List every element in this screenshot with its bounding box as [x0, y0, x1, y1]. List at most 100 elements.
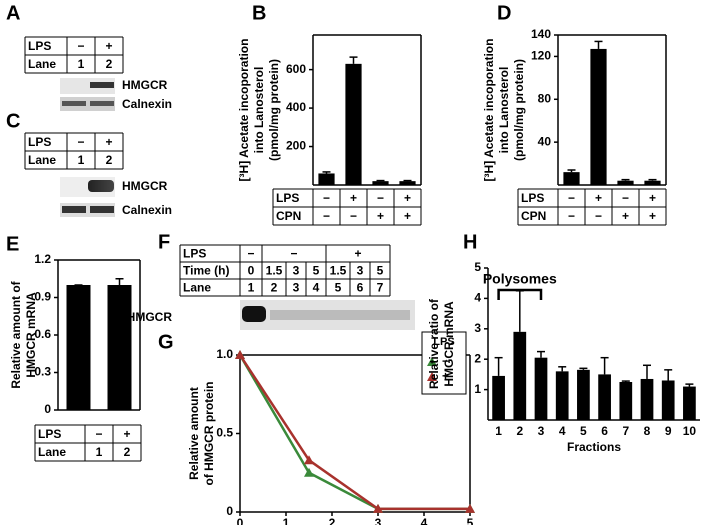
y-tick-label: 0 [44, 402, 51, 416]
bar [513, 331, 527, 420]
y-tick-label: 140 [531, 27, 551, 41]
table-cell: + [105, 135, 112, 149]
y-tick-label: 0.5 [216, 426, 233, 440]
marker [235, 350, 245, 359]
table-cell: 1 [96, 445, 103, 459]
error-bar [494, 356, 503, 376]
x-tick-label: 4 [559, 424, 566, 438]
blot-label: HMGCR [122, 179, 168, 193]
bar [661, 380, 675, 420]
y-tick-label: 0.6 [34, 327, 51, 341]
x-tick-label: 4 [421, 516, 428, 525]
y-tick-label: 40 [538, 134, 552, 148]
table-cell: 4 [313, 281, 320, 295]
y-axis-label: Relative ratio of [427, 298, 441, 389]
y-tick-label: 2 [474, 351, 481, 365]
table-cell: Lane [28, 153, 56, 167]
bar [534, 357, 548, 420]
table-cell: Lane [183, 281, 211, 295]
error-bar [537, 350, 545, 358]
table-cell: − [247, 247, 254, 261]
x-tick-label: 1 [283, 516, 290, 525]
error-bar [648, 178, 657, 181]
x-tick-label: 0 [237, 516, 244, 525]
table-cell: − [323, 191, 330, 205]
marker [373, 503, 383, 513]
bar [683, 386, 696, 420]
table-cell: 1.5 [266, 264, 283, 278]
table-cell: 2 [271, 281, 278, 295]
table-cell: + [404, 191, 411, 205]
table-cell: 5 [377, 264, 384, 278]
y-axis-label: into Lanosterol [252, 67, 266, 154]
x-axis-label: Fractions [567, 440, 621, 454]
error-bar [664, 369, 673, 381]
marker [465, 503, 475, 513]
table-cell: − [568, 209, 575, 223]
bar [107, 285, 132, 410]
bar [372, 181, 389, 185]
table-cell: 3 [357, 264, 364, 278]
table-cell: 1 [248, 281, 255, 295]
error-bar [558, 366, 567, 372]
blot-label: Calnexin [122, 97, 172, 111]
panel-label: H [463, 231, 477, 253]
table-cell: 3 [293, 264, 300, 278]
legend-marker [427, 372, 437, 381]
blot-images [60, 78, 415, 330]
y-axis-label: [³H] Acetate incoporation [237, 39, 251, 182]
table-cell: + [354, 247, 361, 261]
y-axis-label: [³H] Acetate incoporation [482, 39, 496, 182]
annotation-bracket [497, 288, 543, 300]
bar [345, 63, 362, 185]
table-cell: 0 [248, 264, 255, 278]
y-tick-label: 0.3 [34, 365, 51, 379]
table-cell: CPN [276, 209, 301, 223]
table-cell: Lane [38, 445, 66, 459]
panel-label: B [252, 2, 266, 24]
y-axis-label: (pmol/mg protein) [267, 59, 281, 161]
x-tick-label: 9 [665, 424, 672, 438]
y-tick-label: 120 [531, 49, 551, 63]
error-bar [685, 383, 694, 387]
y-tick-label: 5 [474, 260, 481, 274]
panel-label: C [6, 110, 20, 132]
x-tick-label: 8 [644, 424, 651, 438]
bar [492, 375, 505, 420]
table-cell: CPN [521, 209, 546, 223]
table-cell: 2 [106, 153, 113, 167]
table-cell: 1 [78, 57, 85, 71]
x-tick-label: 3 [375, 516, 382, 525]
y-tick-label: 600 [286, 62, 306, 76]
bar [555, 371, 569, 420]
marker [304, 455, 314, 465]
y-axis-label: into Lanosterol [497, 67, 511, 154]
table-cell: − [377, 191, 384, 205]
error-bar [349, 56, 358, 64]
bar [590, 48, 607, 185]
panel-label: A [6, 2, 20, 24]
table-cell: LPS [521, 191, 544, 205]
error-bar [322, 171, 331, 174]
error-bar [621, 380, 630, 382]
table-cell: 1 [78, 153, 85, 167]
bar [399, 181, 416, 185]
table-cell: − [568, 191, 575, 205]
table-cell: + [649, 191, 656, 205]
error-bar [643, 364, 651, 379]
y-tick-label: 0.9 [34, 290, 51, 304]
error-bar [600, 356, 609, 375]
x-tick-label: 5 [467, 516, 474, 525]
x-tick-label: 5 [580, 424, 587, 438]
y-tick-label: 3 [474, 321, 481, 335]
y-tick-label: 1 [474, 382, 481, 396]
panel-label: F [158, 231, 170, 253]
x-tick-label: 10 [683, 424, 697, 438]
table-cell: + [350, 191, 357, 205]
error-bar [376, 179, 385, 182]
panel-label: G [158, 331, 174, 353]
legend-title: LPS [433, 336, 454, 348]
table-cell: − [95, 427, 102, 441]
x-tick-label: 3 [538, 424, 545, 438]
